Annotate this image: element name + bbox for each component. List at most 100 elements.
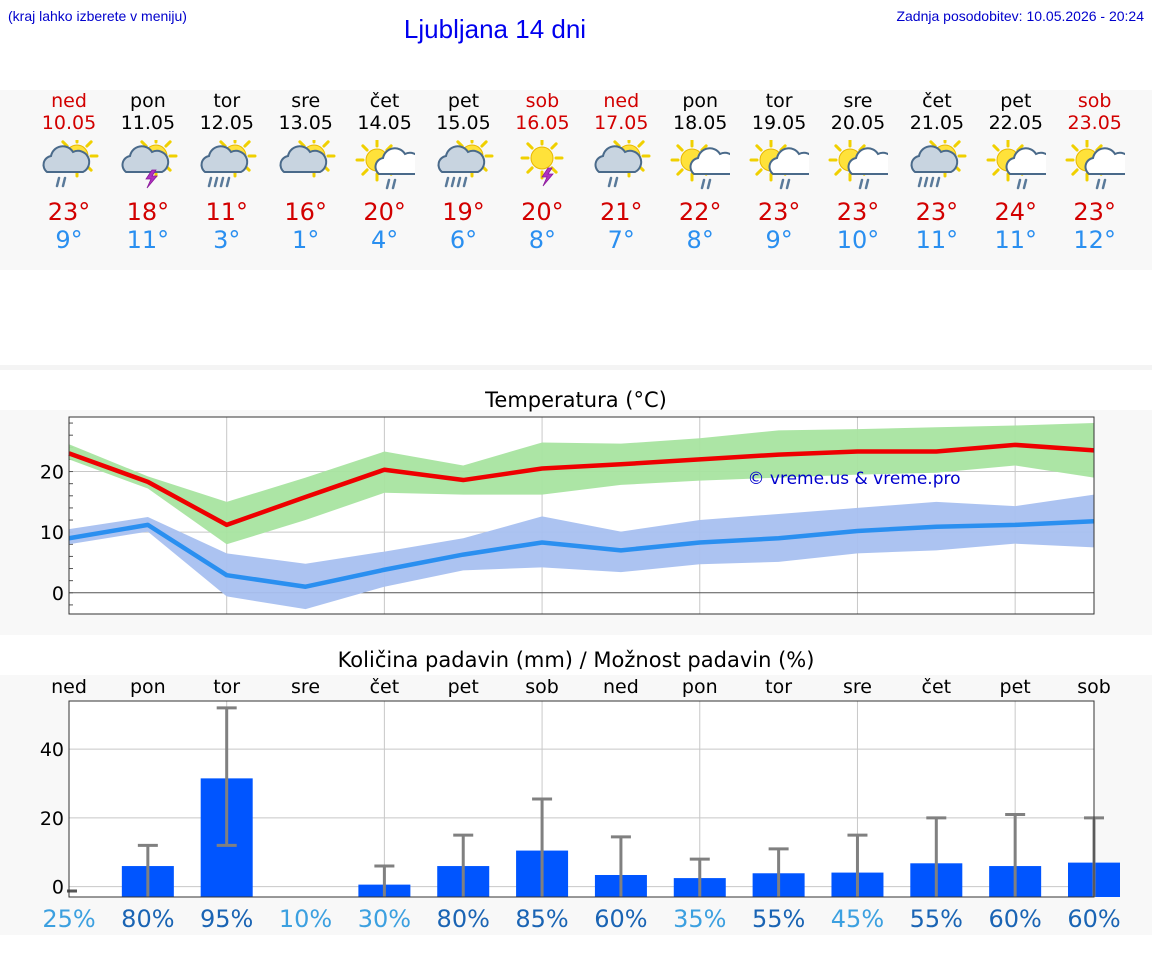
plot-frame <box>68 416 1095 615</box>
y-tick-label: 0 <box>52 583 64 605</box>
day-column: sob 23.05 23° 12° <box>1055 90 1135 254</box>
min-temperature: 6° <box>449 226 478 254</box>
sun-cloud-heavy-rain-icon <box>437 140 493 188</box>
daily-forecast: ned 10.05 23° 9° pon 11.05 18° 11° tor 12.05 11° 3°… <box>0 90 1152 270</box>
probability-label: 30% <box>358 905 411 933</box>
precipitation-chart-title: Količina padavin (mm) / Možnost padavin … <box>337 648 815 672</box>
day-label: tor <box>213 676 240 698</box>
max-temperature: 19° <box>442 198 485 226</box>
day-column: sob 16.05 20° 8° <box>502 90 582 254</box>
sun-white-cloud-rain-icon <box>670 140 731 190</box>
sun-thunder-icon <box>520 140 564 187</box>
temperature-chart: 0 10 20 © vreme.us & vreme.pro <box>40 416 1095 615</box>
max-temperature: 21° <box>600 198 643 226</box>
min-temperature: 3° <box>213 226 241 254</box>
day-column: čet 21.05 23° 11° <box>897 90 977 254</box>
day-column: ned 10.05 23° 9° <box>29 90 109 254</box>
day-date: 11.05 <box>120 112 176 134</box>
min-temperature: 11° <box>126 226 170 254</box>
max-temperature: 23° <box>757 198 801 226</box>
probability-label: 60% <box>594 905 647 933</box>
day-label: ned <box>51 676 87 698</box>
day-column: čet 14.05 20° 4° <box>345 90 425 254</box>
max-temperature: 11° <box>205 198 249 226</box>
location-hint: (kraj lahko izberete v meniju) <box>8 8 187 24</box>
day-name: sob <box>1077 90 1112 112</box>
day-column: tor 12.05 11° 3° <box>187 90 267 254</box>
min-temperature-line <box>68 519 1095 589</box>
day-column: pon 18.05 22° 8° <box>660 90 740 254</box>
day-name: sob <box>525 90 560 112</box>
day-date: 20.05 <box>830 112 886 134</box>
day-column: sre 13.05 16° 1° <box>266 90 346 254</box>
y-tick-label: 20 <box>40 462 64 484</box>
max-temperature: 22° <box>678 198 722 226</box>
day-name: pet <box>447 90 480 112</box>
sun-cloud-thunder-icon <box>121 140 178 189</box>
min-temperature: 8° <box>686 226 714 254</box>
day-name: čet <box>922 90 952 112</box>
min-temperature: 10° <box>836 226 880 254</box>
min-temperature: 4° <box>370 226 399 254</box>
page-title: Ljubljana 14 dni <box>403 14 587 44</box>
min-temperature: 1° <box>292 226 320 254</box>
max-temperature: 20° <box>363 198 406 226</box>
max-temperature: 23° <box>47 198 91 226</box>
day-label: sre <box>291 676 320 698</box>
sun-cloud-rain-icon <box>42 140 99 188</box>
day-label: sre <box>843 676 872 698</box>
min-temperature: 12° <box>1073 226 1116 254</box>
day-name: ned <box>51 90 87 112</box>
probability-label: 35% <box>673 905 726 933</box>
min-temperature: 11° <box>915 226 959 254</box>
min-temperature: 8° <box>528 226 557 254</box>
probability-label: 95% <box>200 905 253 933</box>
day-date: 16.05 <box>515 112 570 134</box>
day-column: pet 22.05 24° 11° <box>976 90 1056 254</box>
max-temperature: 23° <box>915 198 959 226</box>
min-temperature: 9° <box>765 226 793 254</box>
plot-frame <box>68 700 1095 898</box>
max-temperature: 23° <box>836 198 880 226</box>
day-label: pet <box>448 676 479 698</box>
day-date: 18.05 <box>672 112 728 134</box>
day-name: ned <box>603 90 640 112</box>
day-date: 15.05 <box>436 112 491 134</box>
day-label: pon <box>130 676 166 698</box>
day-date: 12.05 <box>199 112 254 134</box>
last-update: Zadnja posodobitev: 10.05.2026 - 20:24 <box>896 8 1144 24</box>
day-name: sre <box>291 90 321 112</box>
day-column: tor 19.05 23° 9° <box>739 90 819 254</box>
sun-white-cloud-rain-icon <box>1065 140 1125 190</box>
day-label: sob <box>1077 676 1111 698</box>
probability-label: 85% <box>515 905 568 933</box>
day-label: ned <box>603 676 639 698</box>
watermark: © vreme.us & vreme.pro <box>747 469 960 489</box>
sun-cloud-heavy-rain-icon <box>200 140 257 188</box>
y-tick-label: 10 <box>40 522 64 544</box>
sun-white-cloud-rain-icon <box>828 140 888 190</box>
temperature-chart-title: Temperatura (°C) <box>485 388 667 412</box>
probability-label: 10% <box>279 905 332 933</box>
sun-cloud-icon <box>279 140 336 178</box>
probability-label: 60% <box>1067 905 1120 933</box>
day-label: sob <box>525 676 559 698</box>
day-name: tor <box>765 90 793 112</box>
probability-label: 80% <box>437 905 490 933</box>
day-name: čet <box>369 90 400 112</box>
divider <box>0 365 1152 370</box>
day-column: ned 17.05 21° 7° <box>581 90 661 254</box>
sun-white-cloud-rain-icon <box>749 140 810 190</box>
min-temperature: 7° <box>607 226 635 254</box>
y-tick-label: 40 <box>40 739 64 761</box>
day-column: pet 15.05 19° 6° <box>424 90 504 254</box>
max-temperature: 20° <box>521 198 564 226</box>
probability-label: 55% <box>752 905 805 933</box>
day-date: 17.05 <box>594 112 649 134</box>
probability-label: 55% <box>910 905 963 933</box>
probability-label: 60% <box>988 905 1041 933</box>
day-label: tor <box>765 676 792 698</box>
probability-label: 80% <box>121 905 174 933</box>
day-date: 14.05 <box>357 112 412 134</box>
probability-label: 45% <box>831 905 884 933</box>
